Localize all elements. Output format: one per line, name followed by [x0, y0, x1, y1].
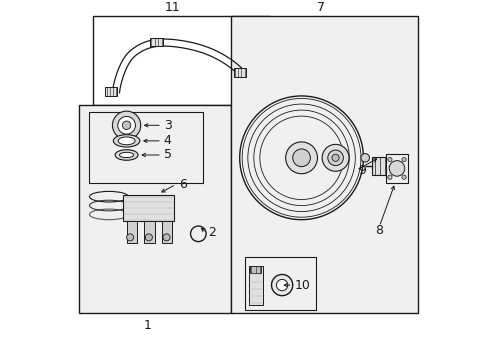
Bar: [79, 105, 231, 313]
Circle shape: [112, 111, 141, 139]
Ellipse shape: [120, 152, 134, 158]
Bar: [105, 87, 117, 96]
Circle shape: [293, 149, 310, 167]
Bar: [250, 266, 261, 273]
Text: 11: 11: [165, 1, 180, 14]
Circle shape: [388, 175, 392, 179]
Text: 5: 5: [164, 148, 171, 162]
Circle shape: [118, 116, 135, 134]
Bar: [386, 154, 409, 183]
Circle shape: [402, 157, 406, 162]
Circle shape: [240, 96, 364, 220]
Text: 9: 9: [358, 164, 366, 177]
Bar: [245, 257, 316, 310]
Text: 3: 3: [164, 119, 171, 132]
Circle shape: [126, 234, 134, 241]
Ellipse shape: [118, 137, 135, 145]
Ellipse shape: [113, 135, 140, 147]
Bar: [123, 195, 174, 221]
Text: 1: 1: [144, 319, 152, 332]
Text: 2: 2: [208, 226, 216, 239]
Bar: [126, 221, 137, 243]
Bar: [93, 17, 270, 105]
Circle shape: [286, 142, 318, 174]
Bar: [231, 17, 418, 313]
Text: 8: 8: [375, 224, 383, 237]
Bar: [149, 38, 163, 46]
Circle shape: [402, 175, 406, 179]
Text: 7: 7: [317, 1, 325, 14]
Bar: [234, 68, 246, 77]
Circle shape: [389, 161, 405, 176]
Circle shape: [271, 274, 293, 296]
Circle shape: [332, 154, 339, 161]
Bar: [90, 112, 202, 183]
Bar: [162, 221, 172, 243]
Text: 6: 6: [180, 178, 188, 191]
Circle shape: [328, 150, 343, 166]
Bar: [371, 157, 389, 175]
Circle shape: [322, 144, 349, 171]
Circle shape: [122, 121, 131, 130]
Circle shape: [146, 234, 152, 241]
Circle shape: [163, 234, 170, 241]
Circle shape: [361, 154, 369, 162]
Bar: [248, 266, 263, 305]
Bar: [144, 221, 155, 243]
Text: 4: 4: [164, 134, 171, 147]
Circle shape: [388, 157, 392, 162]
Ellipse shape: [115, 150, 138, 160]
Circle shape: [276, 279, 288, 291]
Text: 10: 10: [294, 279, 310, 292]
